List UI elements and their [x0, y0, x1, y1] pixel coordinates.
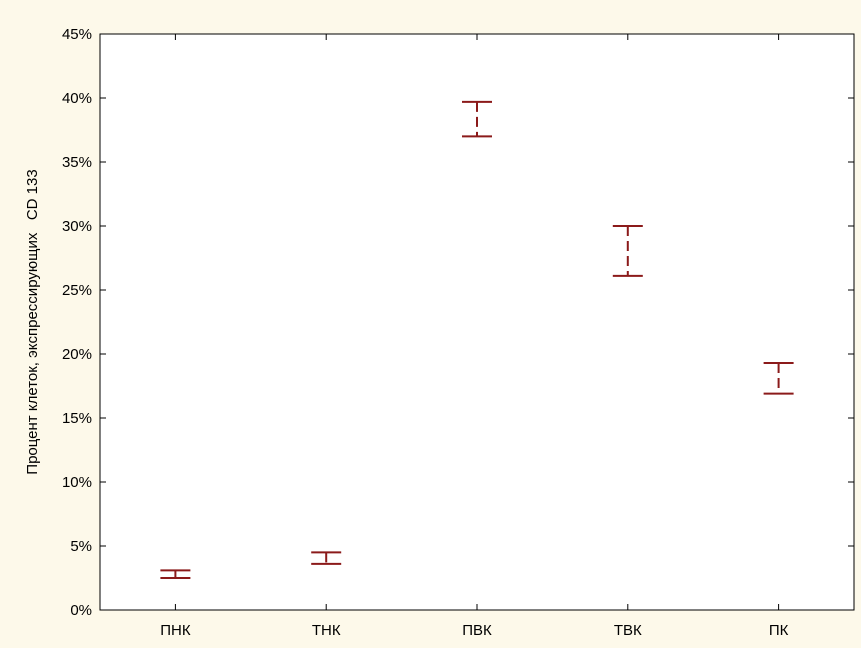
x-axis: ПНК ТНК ПВК ТВК ПК	[160, 34, 789, 639]
plot-area	[99, 33, 855, 611]
error-bar	[763, 361, 794, 395]
x-category-label: ПВК	[462, 622, 492, 639]
error-bar	[311, 551, 342, 565]
x-category-label: ТНК	[312, 622, 341, 639]
y-tick-label: 15%	[62, 410, 92, 427]
y-tick-label: 30%	[62, 218, 92, 235]
error-bar	[462, 100, 492, 138]
y-tick-label: 20%	[62, 346, 92, 363]
y-tick-label: 35%	[62, 154, 92, 171]
x-category-label: ТВК	[614, 622, 642, 639]
y-tick-label: 40%	[62, 90, 92, 107]
y-tick-label: 10%	[62, 474, 92, 491]
error-bar	[612, 225, 643, 277]
x-category-label: ПНК	[160, 622, 191, 639]
x-category-label: ПК	[769, 622, 789, 639]
y-tick-label: 0%	[70, 602, 92, 619]
y-tick-label: 5%	[70, 538, 92, 555]
y-axis-title: Процент клеток, экспрессирующих CD 133	[24, 169, 41, 474]
error-bar	[160, 569, 191, 579]
y-tick-label: 45%	[62, 26, 92, 43]
error-bars	[160, 100, 794, 579]
y-axis: 0% 5% 10% 15% 20% 25% 30% 35% 40% 45%	[62, 26, 854, 619]
y-tick-label: 25%	[62, 282, 92, 299]
